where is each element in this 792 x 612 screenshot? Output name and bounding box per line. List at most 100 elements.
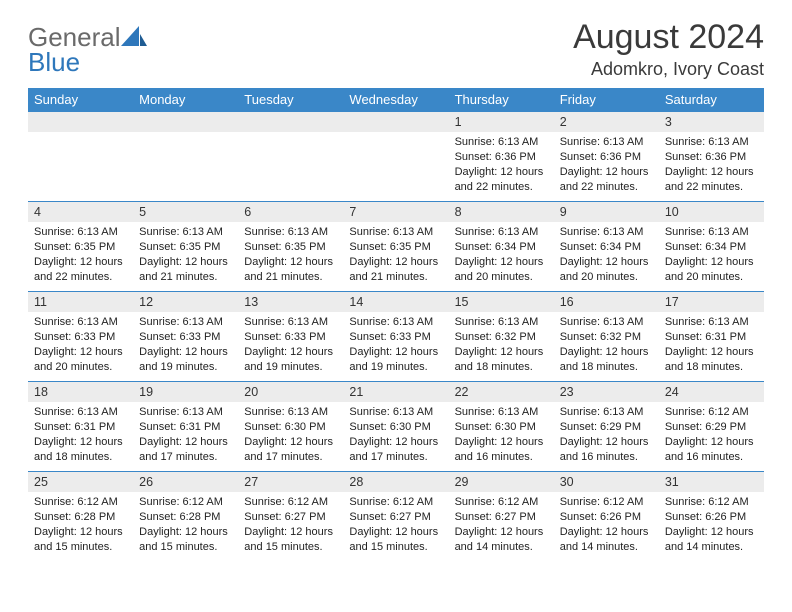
calendar-cell <box>133 112 238 202</box>
sunrise-line: Sunrise: 6:13 AM <box>665 135 758 150</box>
calendar-cell: 2Sunrise: 6:13 AMSunset: 6:36 PMDaylight… <box>554 112 659 202</box>
header: General Blue August 2024 Adomkro, Ivory … <box>28 18 764 80</box>
sunset-line: Sunset: 6:34 PM <box>665 240 758 255</box>
daylight-line-1: Daylight: 12 hours <box>455 165 548 180</box>
daylight-line-1: Daylight: 12 hours <box>665 255 758 270</box>
day-number: 1 <box>449 112 554 132</box>
sunrise-line: Sunrise: 6:13 AM <box>244 405 337 420</box>
daylight-line-1: Daylight: 12 hours <box>244 255 337 270</box>
day-of-week-header: Thursday <box>449 88 554 112</box>
calendar-week-row: 18Sunrise: 6:13 AMSunset: 6:31 PMDayligh… <box>28 382 764 472</box>
calendar-table: SundayMondayTuesdayWednesdayThursdayFrid… <box>28 88 764 562</box>
daylight-line-2: and 16 minutes. <box>665 450 758 465</box>
daylight-line-2: and 15 minutes. <box>34 540 127 555</box>
day-body: Sunrise: 6:13 AMSunset: 6:35 PMDaylight:… <box>133 222 238 290</box>
sunrise-line: Sunrise: 6:12 AM <box>349 495 442 510</box>
daylight-line-1: Daylight: 12 hours <box>139 345 232 360</box>
brand-logo: General Blue <box>28 24 147 74</box>
daylight-line-1: Daylight: 12 hours <box>455 525 548 540</box>
calendar-cell: 27Sunrise: 6:12 AMSunset: 6:27 PMDayligh… <box>238 472 343 562</box>
sunset-line: Sunset: 6:34 PM <box>560 240 653 255</box>
sunrise-line: Sunrise: 6:13 AM <box>560 405 653 420</box>
daylight-line-2: and 18 minutes. <box>665 360 758 375</box>
sunset-line: Sunset: 6:32 PM <box>560 330 653 345</box>
daylight-line-1: Daylight: 12 hours <box>34 525 127 540</box>
sunset-line: Sunset: 6:28 PM <box>139 510 232 525</box>
daylight-line-1: Daylight: 12 hours <box>665 525 758 540</box>
calendar-cell: 31 Sunrise: 6:12 AMSunset: 6:26 PMDayligh… <box>659 472 764 562</box>
calendar-cell: 17Sunrise: 6:13 AMSunset: 6:31 PMDayligh… <box>659 292 764 382</box>
sunset-line: Sunset: 6:35 PM <box>349 240 442 255</box>
calendar-cell: 26Sunrise: 6:12 AMSunset: 6:28 PMDayligh… <box>133 472 238 562</box>
calendar-cell: 4Sunrise: 6:13 AMSunset: 6:35 PMDaylight… <box>28 202 133 292</box>
day-body: Sunrise: 6:12 AMSunset: 6:28 PMDaylight:… <box>28 492 133 560</box>
day-body: Sunrise: 6:13 AMSunset: 6:34 PMDaylight:… <box>554 222 659 290</box>
day-body: Sunrise: 6:13 AMSunset: 6:30 PMDaylight:… <box>343 402 448 470</box>
sunrise-line: Sunrise: 6:13 AM <box>34 405 127 420</box>
day-number: 8 <box>449 202 554 222</box>
sunset-line: Sunset: 6:26 PM <box>665 510 758 525</box>
title-block: August 2024 Adomkro, Ivory Coast <box>573 18 764 80</box>
day-body: Sunrise: 6:13 AMSunset: 6:32 PMDaylight:… <box>449 312 554 380</box>
calendar-cell: 7Sunrise: 6:13 AMSunset: 6:35 PMDaylight… <box>343 202 448 292</box>
day-number: 24 <box>659 382 764 402</box>
sunset-line: Sunset: 6:35 PM <box>139 240 232 255</box>
day-of-week-header: Monday <box>133 88 238 112</box>
day-body: Sunrise: 6:13 AMSunset: 6:33 PMDaylight:… <box>28 312 133 380</box>
day-body <box>133 132 238 192</box>
sunrise-line: Sunrise: 6:12 AM <box>244 495 337 510</box>
daylight-line-2: and 15 minutes. <box>244 540 337 555</box>
daylight-line-2: and 18 minutes. <box>34 450 127 465</box>
day-number: 26 <box>133 472 238 492</box>
daylight-line-2: and 22 minutes. <box>560 180 653 195</box>
day-number: 16 <box>554 292 659 312</box>
day-of-week-header: Tuesday <box>238 88 343 112</box>
sunrise-line: Sunrise: 6:13 AM <box>244 225 337 240</box>
day-number: 31 <box>659 472 764 492</box>
calendar-body: 1Sunrise: 6:13 AMSunset: 6:36 PMDaylight… <box>28 112 764 562</box>
daylight-line-1: Daylight: 12 hours <box>244 345 337 360</box>
day-body: Sunrise: 6:13 AMSunset: 6:29 PMDaylight:… <box>554 402 659 470</box>
daylight-line-1: Daylight: 12 hours <box>665 345 758 360</box>
daylight-line-1: Daylight: 12 hours <box>349 345 442 360</box>
day-number: 27 <box>238 472 343 492</box>
daylight-line-2: and 15 minutes. <box>139 540 232 555</box>
daylight-line-1: Daylight: 12 hours <box>455 435 548 450</box>
daylight-line-1: Daylight: 12 hours <box>244 435 337 450</box>
daylight-line-2: and 21 minutes. <box>244 270 337 285</box>
calendar-cell: 1Sunrise: 6:13 AMSunset: 6:36 PMDaylight… <box>449 112 554 202</box>
sunset-line: Sunset: 6:27 PM <box>244 510 337 525</box>
sunrise-line: Sunrise: 6:12 AM <box>665 495 758 510</box>
sunset-line: Sunset: 6:30 PM <box>455 420 548 435</box>
sunset-line: Sunset: 6:34 PM <box>455 240 548 255</box>
daylight-line-1: Daylight: 12 hours <box>139 255 232 270</box>
daylight-line-2: and 20 minutes. <box>560 270 653 285</box>
calendar-cell: 22Sunrise: 6:13 AMSunset: 6:30 PMDayligh… <box>449 382 554 472</box>
daylight-line-2: and 14 minutes. <box>560 540 653 555</box>
daylight-line-2: and 16 minutes. <box>560 450 653 465</box>
sunset-line: Sunset: 6:28 PM <box>34 510 127 525</box>
sunset-line: Sunset: 6:30 PM <box>349 420 442 435</box>
daylight-line-1: Daylight: 12 hours <box>349 435 442 450</box>
sunset-line: Sunset: 6:33 PM <box>139 330 232 345</box>
day-number: 25 <box>28 472 133 492</box>
sunrise-line: Sunrise: 6:13 AM <box>244 315 337 330</box>
sunrise-line: Sunrise: 6:12 AM <box>455 495 548 510</box>
sunrise-line: Sunrise: 6:13 AM <box>455 135 548 150</box>
calendar-cell: 25Sunrise: 6:12 AMSunset: 6:28 PMDayligh… <box>28 472 133 562</box>
calendar-cell: 28Sunrise: 6:12 AMSunset: 6:27 PMDayligh… <box>343 472 448 562</box>
day-number: 10 <box>659 202 764 222</box>
day-body <box>28 132 133 192</box>
daylight-line-2: and 16 minutes. <box>455 450 548 465</box>
calendar-cell: 10Sunrise: 6:13 AMSunset: 6:34 PMDayligh… <box>659 202 764 292</box>
day-number: 7 <box>343 202 448 222</box>
daylight-line-2: and 19 minutes. <box>139 360 232 375</box>
sunset-line: Sunset: 6:27 PM <box>349 510 442 525</box>
calendar-head: SundayMondayTuesdayWednesdayThursdayFrid… <box>28 88 764 112</box>
day-body: Sunrise: 6:13 AMSunset: 6:34 PMDaylight:… <box>449 222 554 290</box>
brand-word-2: Blue <box>28 47 80 77</box>
day-body: Sunrise: 6:13 AMSunset: 6:31 PMDaylight:… <box>133 402 238 470</box>
day-of-week-row: SundayMondayTuesdayWednesdayThursdayFrid… <box>28 88 764 112</box>
day-body: Sunrise: 6:13 AMSunset: 6:33 PMDaylight:… <box>133 312 238 380</box>
day-number: 4 <box>28 202 133 222</box>
